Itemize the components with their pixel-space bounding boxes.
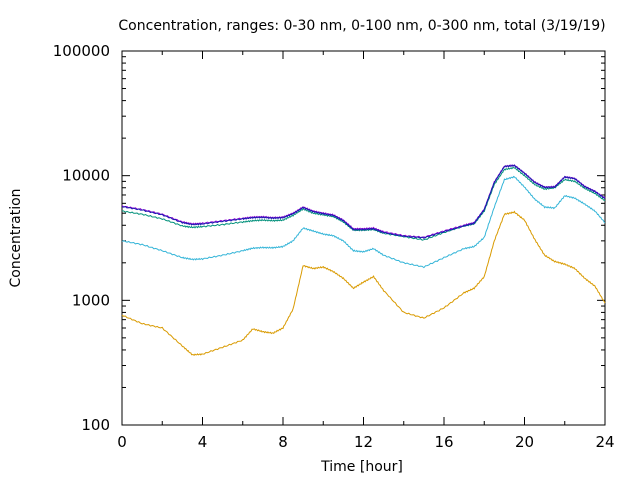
x-tick-label: 20 (515, 433, 534, 451)
series-line-1 (121, 210, 606, 357)
x-tick-labels: 0 4 8 12 16 20 24 (117, 433, 614, 451)
x-tick-label: 12 (354, 433, 373, 451)
chart-title: Concentration, ranges: 0-30 nm, 0-100 nm… (118, 18, 605, 34)
y-axis-label: Concentration (8, 188, 24, 287)
y-tick-labels: 100 1000 10000 100000 (53, 42, 110, 434)
y-tick-label: 10000 (62, 167, 110, 185)
x-tick-label: 0 (117, 433, 127, 451)
y-tick-label: 1000 (72, 291, 110, 309)
axis-ticks (121, 51, 606, 426)
series-lines (121, 164, 606, 357)
series-line-5 (121, 164, 606, 239)
x-tick-label: 24 (595, 433, 614, 451)
x-axis-label: Time [hour] (320, 459, 403, 475)
y-tick-label: 100000 (53, 42, 110, 60)
x-tick-label: 8 (278, 433, 288, 451)
series-line-3 (121, 167, 606, 241)
series-line-2 (121, 175, 606, 269)
plot-area-frame (121, 50, 606, 426)
x-tick-label: 16 (434, 433, 453, 451)
y-tick-label: 100 (81, 416, 110, 434)
x-tick-label: 4 (198, 433, 208, 451)
